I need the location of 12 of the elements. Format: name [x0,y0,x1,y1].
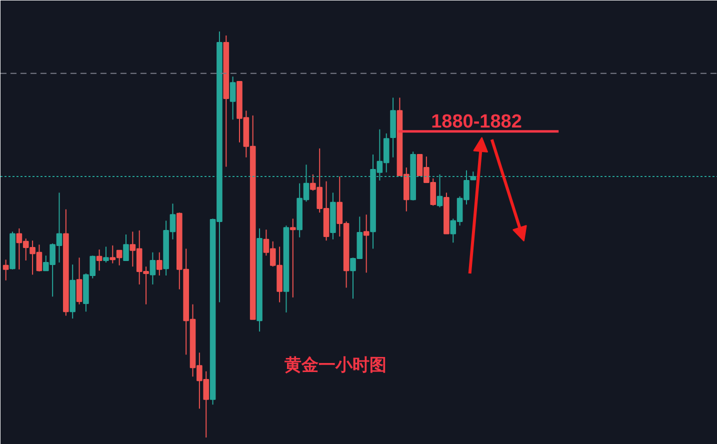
candlestick [290,218,296,298]
annotation: 1880-1882 [431,111,522,132]
candlestick [363,214,370,274]
candlestick [123,234,129,261]
candlestick [103,246,109,264]
annotation: 黄金一小时图 [284,356,386,376]
candlestick [156,252,162,276]
candlestick [76,257,82,305]
candlestick [230,76,236,120]
candlestick [150,252,156,285]
candlestick [96,249,102,272]
candlestick [2,259,9,281]
